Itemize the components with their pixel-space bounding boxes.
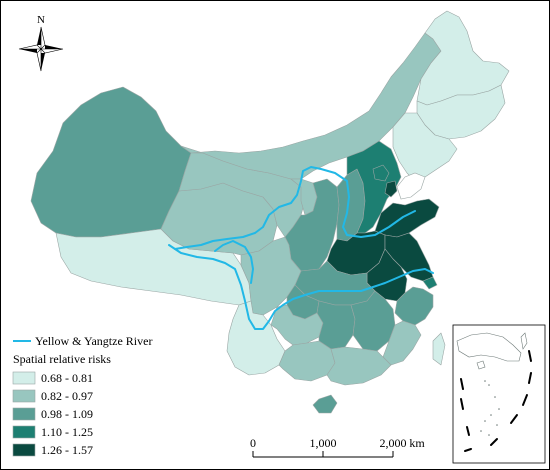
legend-swatch-4	[12, 443, 36, 457]
region-liaoning[interactable]	[392, 112, 458, 182]
yangtze-river-line	[168, 244, 434, 330]
legend-swatch-1	[12, 389, 36, 403]
legend-river-label: Yellow & Yangtze River	[35, 334, 152, 348]
scale-tick-1: 1,000	[310, 436, 337, 450]
region-zhejiang[interactable]	[394, 286, 434, 326]
rivers	[168, 166, 434, 330]
legend-range-0: 0.68 - 0.81	[41, 371, 93, 385]
region-fujian[interactable]	[382, 320, 422, 366]
region-tianjin[interactable]	[384, 180, 398, 198]
legend-swatch-3	[12, 425, 36, 439]
inset-taiwan	[520, 332, 528, 350]
scale-bar: 0 1,000 2,000 km	[250, 436, 425, 458]
inset-coastline	[456, 332, 522, 362]
region-hunan[interactable]	[316, 300, 356, 350]
region-hainan[interactable]	[312, 394, 338, 414]
region-guangxi[interactable]	[278, 340, 336, 382]
legend-range-2: 0.98 - 1.09	[41, 407, 93, 421]
legend-swatch-2	[12, 407, 36, 421]
scale-tick-0: 0	[250, 436, 256, 450]
region-xinjiang[interactable]	[30, 86, 192, 238]
north-arrow-icon	[18, 26, 64, 72]
south-china-sea-inset	[452, 324, 546, 464]
north-label: N	[37, 14, 45, 26]
yangtze-upper-branch	[214, 240, 254, 284]
region-shanghai[interactable]	[422, 276, 438, 290]
inset-hainan	[476, 360, 486, 370]
region-beijing[interactable]	[372, 164, 390, 182]
region-hebei[interactable]	[346, 140, 402, 234]
region-taiwan[interactable]	[432, 332, 446, 366]
legend-title: Spatial relative risks	[13, 352, 111, 366]
scale-unit: km	[409, 436, 425, 450]
legend: Yellow & Yangtze River Spatial relative …	[12, 334, 152, 457]
legend-range-4: 1.26 - 1.57	[41, 443, 93, 457]
bohai-sea	[396, 172, 426, 200]
region-guangdong[interactable]	[326, 346, 392, 386]
legend-swatch-0	[12, 371, 36, 385]
inset-islands	[480, 380, 500, 436]
legend-range-3: 1.10 - 1.25	[41, 425, 93, 439]
yellow-river-line	[174, 166, 416, 250]
legend-range-1: 0.82 - 0.97	[41, 389, 93, 403]
nine-dash-line	[460, 350, 532, 452]
scale-tick-2: 2,000	[380, 436, 407, 450]
